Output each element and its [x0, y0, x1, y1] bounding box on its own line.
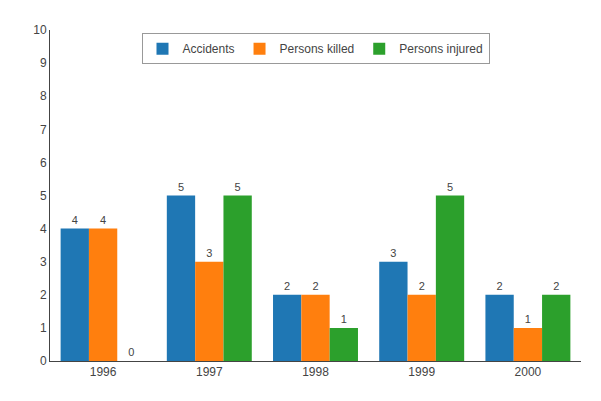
svg-text:2000: 2000 — [515, 365, 542, 379]
svg-text:5: 5 — [447, 181, 453, 193]
svg-text:0: 0 — [40, 354, 47, 368]
svg-text:2: 2 — [40, 288, 47, 302]
svg-text:2: 2 — [419, 280, 425, 292]
svg-text:2: 2 — [497, 280, 503, 292]
svg-text:3: 3 — [40, 255, 47, 269]
svg-text:1998: 1998 — [302, 365, 329, 379]
svg-text:1996: 1996 — [90, 365, 117, 379]
svg-text:6: 6 — [40, 156, 47, 170]
svg-text:1997: 1997 — [196, 365, 223, 379]
svg-text:2: 2 — [553, 280, 559, 292]
svg-text:3: 3 — [206, 247, 212, 259]
svg-text:1: 1 — [525, 313, 531, 325]
svg-text:7: 7 — [40, 123, 47, 137]
svg-text:9: 9 — [40, 56, 47, 70]
svg-text:0: 0 — [128, 346, 134, 358]
svg-text:4: 4 — [72, 214, 78, 226]
svg-text:Accidents: Accidents — [183, 42, 235, 56]
svg-text:Persons killed: Persons killed — [280, 42, 355, 56]
svg-text:10: 10 — [33, 23, 47, 37]
svg-text:1: 1 — [341, 313, 347, 325]
svg-text:1999: 1999 — [408, 365, 435, 379]
svg-text:5: 5 — [178, 181, 184, 193]
svg-text:5: 5 — [40, 189, 47, 203]
svg-text:1: 1 — [40, 321, 47, 335]
svg-text:2: 2 — [284, 280, 290, 292]
svg-text:2: 2 — [312, 280, 318, 292]
svg-text:8: 8 — [40, 89, 47, 103]
svg-text:4: 4 — [40, 222, 47, 236]
svg-text:Persons injured: Persons injured — [399, 42, 482, 56]
svg-text:4: 4 — [100, 214, 106, 226]
svg-text:5: 5 — [235, 181, 241, 193]
svg-text:3: 3 — [390, 247, 396, 259]
